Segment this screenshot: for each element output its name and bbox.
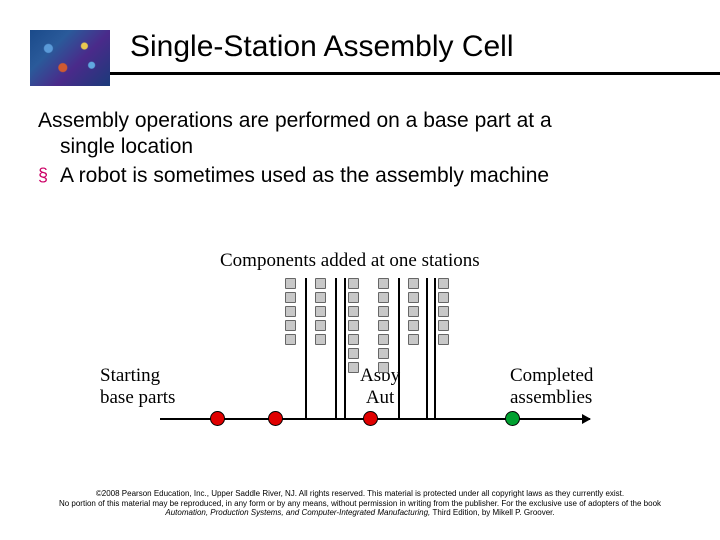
assembly-diagram: Components added at one stations Startin… [100,250,640,450]
component-square [408,334,419,345]
component-square [285,278,296,289]
component-square [348,306,359,317]
feed-line [305,278,307,418]
logo-image [30,30,110,86]
component-column [438,278,450,348]
component-square [378,362,389,373]
component-square [438,334,449,345]
component-square [378,320,389,331]
component-square [285,292,296,303]
slide-header: Single-Station Assembly Cell [0,0,720,86]
component-square [408,306,419,317]
component-square [438,292,449,303]
bullet-row: § A robot is sometimes used as the assem… [38,163,682,189]
label-left-l1: Starting [100,365,160,386]
component-square [378,306,389,317]
component-square [438,320,449,331]
component-square [315,292,326,303]
component-column [285,278,297,348]
copyright-footer: ©2008 Pearson Education, Inc., Upper Sad… [0,489,720,518]
component-square [438,306,449,317]
component-square [285,334,296,345]
copyright-l3b: Third Edition, by Mikell P. Groover. [432,508,554,517]
component-column [348,278,360,376]
diagram-caption-top: Components added at one stations [220,250,480,272]
component-square [408,320,419,331]
part-circle [210,411,225,426]
diagram-label-right: Completed assemblies [510,365,593,409]
component-square [285,320,296,331]
component-square [315,334,326,345]
feed-line [426,278,428,418]
copyright-l2: No portion of this material may be repro… [59,499,661,508]
component-square [348,362,359,373]
component-square [408,278,419,289]
component-square [438,278,449,289]
copyright-l3a: Automation, Production Systems, and Comp… [165,508,432,517]
bullet-marker-icon: § [38,163,60,188]
title-wrap: Single-Station Assembly Cell [110,30,720,75]
body-text: Assembly operations are performed on a b… [0,86,720,189]
label-right-l2: assemblies [510,387,592,408]
part-circle [268,411,283,426]
bullet-2-text: A robot is sometimes used as the assembl… [60,163,682,189]
feed-line [335,278,337,418]
component-square [348,292,359,303]
component-square [348,334,359,345]
label-mid-l2: Aut [366,387,395,408]
component-square [348,348,359,359]
label-left-l2: base parts [100,387,175,408]
component-square [315,306,326,317]
feed-line [398,278,400,418]
component-square [315,278,326,289]
component-square [315,320,326,331]
label-right-l1: Completed [510,365,593,386]
component-square [378,348,389,359]
component-square [348,320,359,331]
component-square [348,278,359,289]
component-column [378,278,390,376]
component-square [378,278,389,289]
copyright-l1: ©2008 Pearson Education, Inc., Upper Sad… [96,489,624,498]
component-square [408,292,419,303]
para-1: Assembly operations are performed on a b… [38,108,682,161]
component-square [378,334,389,345]
component-column [315,278,327,348]
part-circle [505,411,520,426]
component-column [408,278,420,348]
feed-line [434,278,436,418]
part-circle [363,411,378,426]
feed-line [344,278,346,418]
title-underline [30,72,720,75]
slide-title: Single-Station Assembly Cell [130,30,720,70]
component-square [378,292,389,303]
diagram-label-left: Starting base parts [100,365,175,409]
para-1-line-1: Assembly operations are performed on a b… [38,109,552,132]
component-square [285,306,296,317]
para-1-line-2: single location [38,134,682,160]
